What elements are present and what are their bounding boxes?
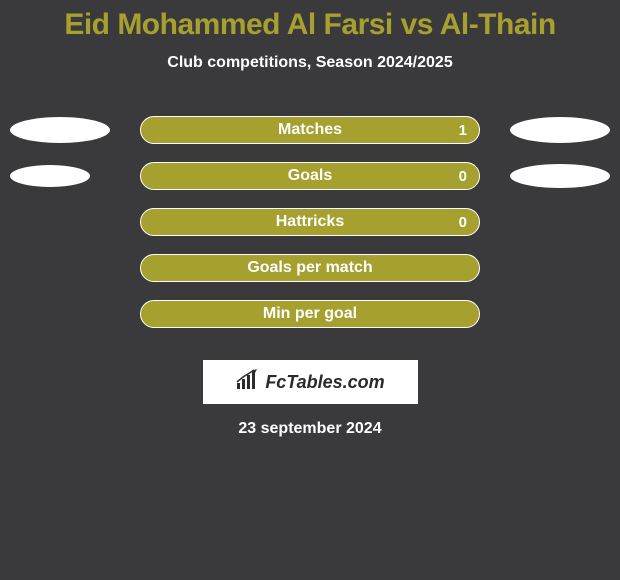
stat-label: Goals per match bbox=[247, 259, 372, 277]
stat-bar: Min per goal bbox=[140, 300, 480, 328]
comparison-card: Eid Mohammed Al Farsi vs Al-Thain Club c… bbox=[0, 0, 620, 580]
stat-row: Matches 1 bbox=[0, 116, 620, 144]
stat-row: Hattricks 0 bbox=[0, 208, 620, 236]
right-ellipse bbox=[510, 117, 610, 143]
page-subtitle: Club competitions, Season 2024/2025 bbox=[167, 54, 452, 72]
branding-box: FcTables.com bbox=[203, 360, 418, 404]
branding-text: FcTables.com bbox=[265, 372, 384, 393]
stat-value-right: 1 bbox=[459, 122, 467, 139]
stat-value-right: 0 bbox=[459, 168, 467, 185]
page-title: Eid Mohammed Al Farsi vs Al-Thain bbox=[64, 8, 555, 42]
left-ellipse bbox=[10, 165, 90, 187]
stat-label: Min per goal bbox=[263, 305, 357, 323]
date-text: 23 september 2024 bbox=[238, 420, 381, 438]
stat-label: Hattricks bbox=[276, 213, 344, 231]
stat-bar: Goals 0 bbox=[140, 162, 480, 190]
stat-value-right: 0 bbox=[459, 214, 467, 231]
stats-rows: Matches 1 Goals 0 Hattricks 0 Goals per match M… bbox=[0, 116, 620, 346]
stat-label: Matches bbox=[278, 121, 342, 139]
right-ellipse bbox=[510, 164, 610, 188]
stat-row: Min per goal bbox=[0, 300, 620, 328]
left-ellipse bbox=[10, 117, 110, 143]
stat-row: Goals per match bbox=[0, 254, 620, 282]
chart-icon bbox=[235, 369, 261, 396]
stat-bar: Hattricks 0 bbox=[140, 208, 480, 236]
stat-row: Goals 0 bbox=[0, 162, 620, 190]
stat-bar: Matches 1 bbox=[140, 116, 480, 144]
stat-bar: Goals per match bbox=[140, 254, 480, 282]
stat-label: Goals bbox=[288, 167, 332, 185]
